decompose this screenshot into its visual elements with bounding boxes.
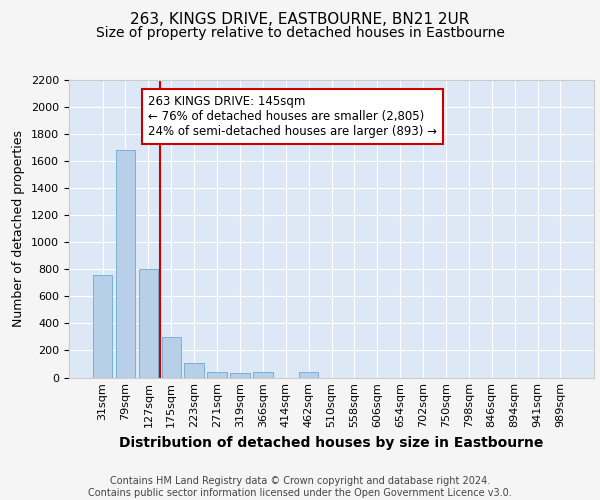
Bar xyxy=(208,372,227,378)
Bar xyxy=(139,270,158,378)
Text: Size of property relative to detached houses in Eastbourne: Size of property relative to detached ho… xyxy=(95,26,505,40)
Bar xyxy=(116,150,135,378)
Text: 263, KINGS DRIVE, EASTBOURNE, BN21 2UR: 263, KINGS DRIVE, EASTBOURNE, BN21 2UR xyxy=(130,12,470,28)
Text: 263 KINGS DRIVE: 145sqm
← 76% of detached houses are smaller (2,805)
24% of semi: 263 KINGS DRIVE: 145sqm ← 76% of detache… xyxy=(148,95,437,138)
Text: Contains HM Land Registry data © Crown copyright and database right 2024.
Contai: Contains HM Land Registry data © Crown c… xyxy=(88,476,512,498)
Bar xyxy=(184,362,204,378)
X-axis label: Distribution of detached houses by size in Eastbourne: Distribution of detached houses by size … xyxy=(119,436,544,450)
Y-axis label: Number of detached properties: Number of detached properties xyxy=(13,130,25,327)
Bar xyxy=(161,337,181,378)
Bar xyxy=(93,274,112,378)
Bar xyxy=(253,372,272,378)
Bar xyxy=(230,374,250,378)
Bar xyxy=(299,372,319,378)
